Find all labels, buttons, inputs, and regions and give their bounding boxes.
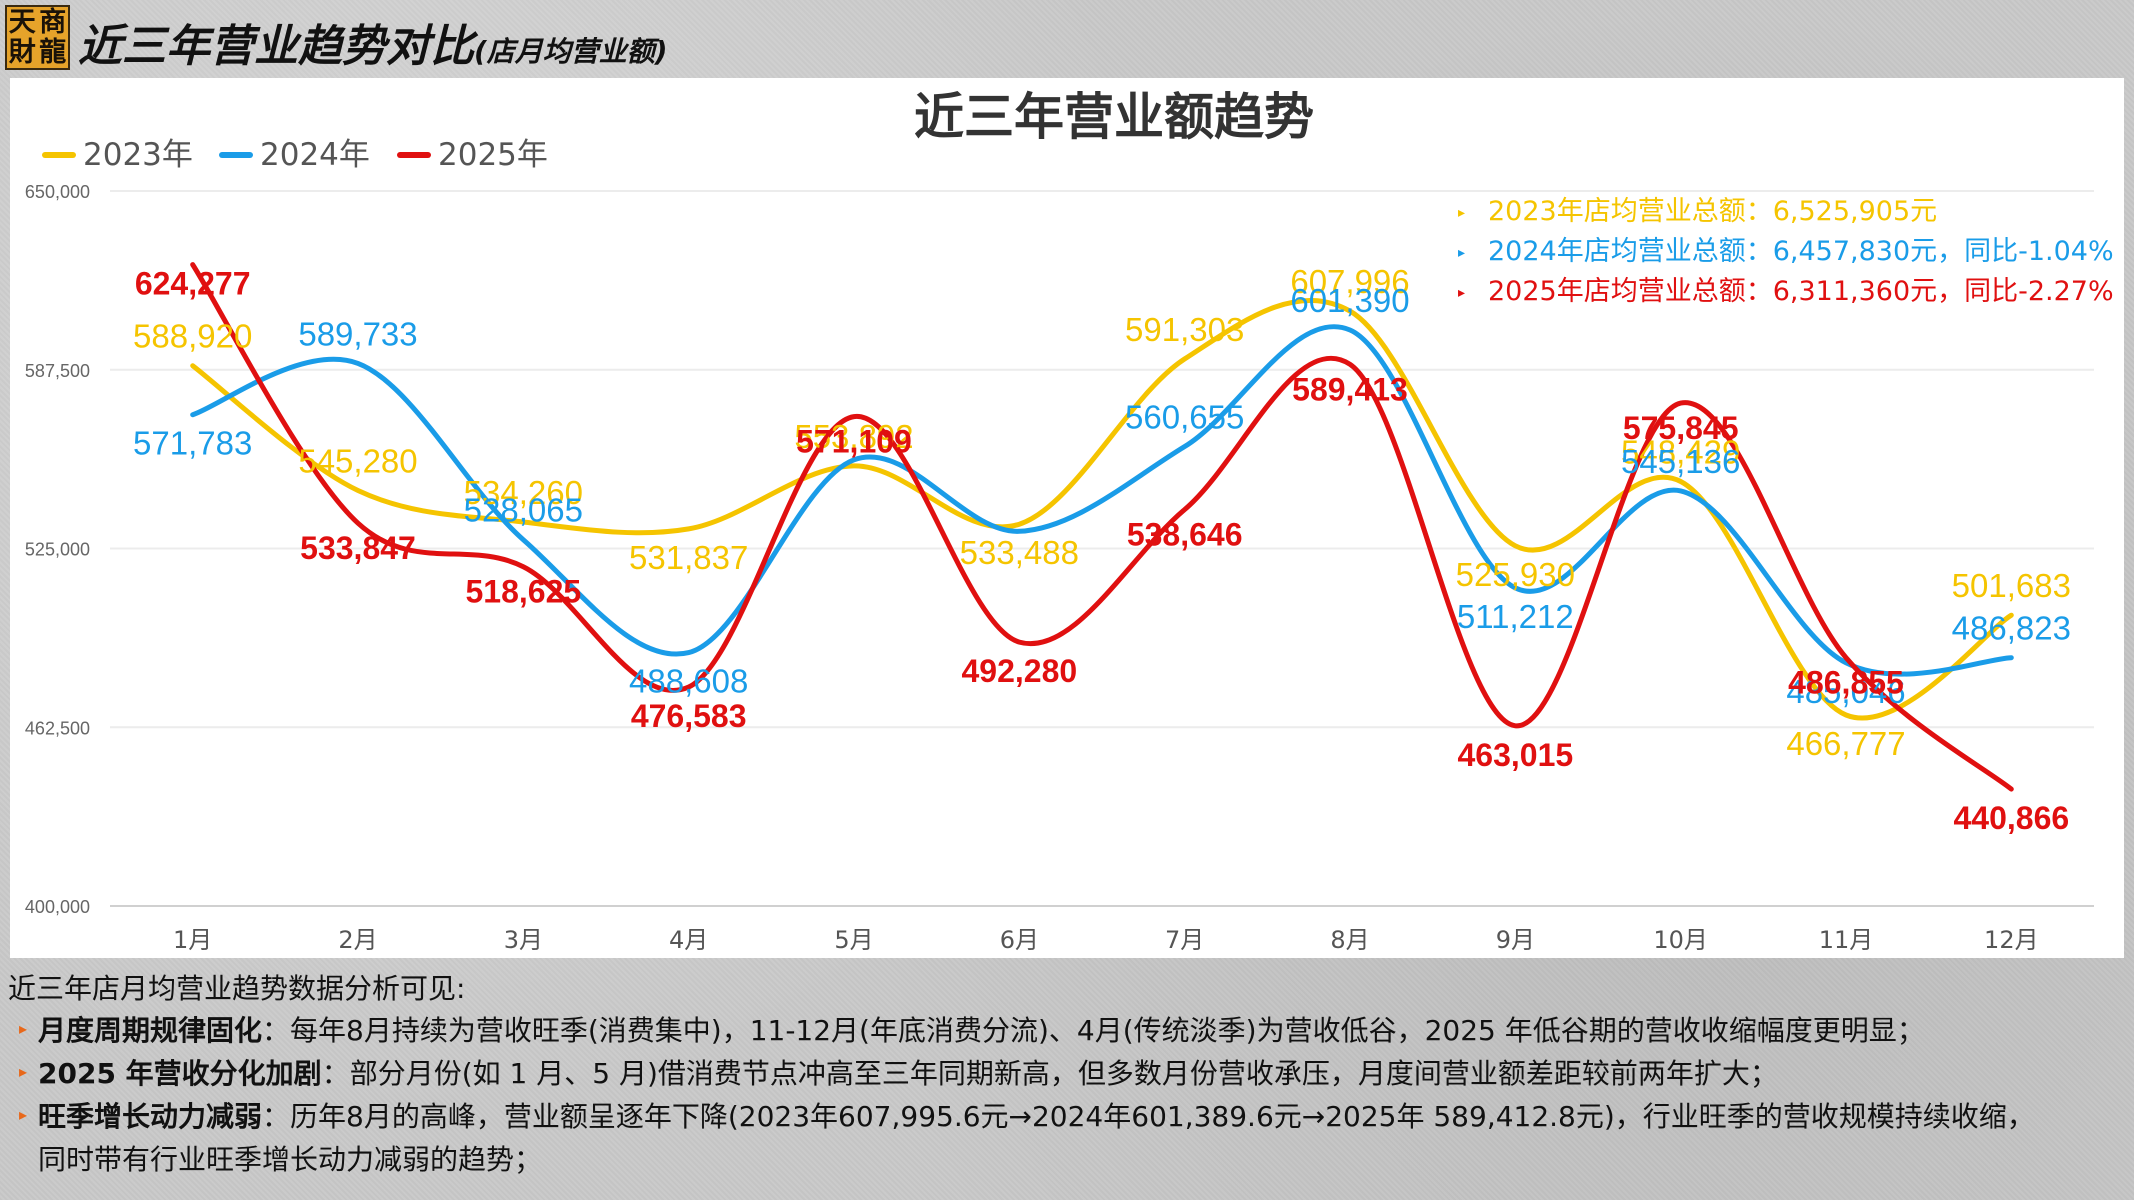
analysis-point-text: 每年8月持续为营收旺季(消费集中)，11-12月(年底消费分流)、4月(传统淡季…: [290, 1014, 1925, 1047]
data-label: 591,303: [1125, 311, 1244, 348]
x-tick-label: 3月: [504, 926, 543, 954]
data-label: 533,847: [300, 530, 416, 566]
analysis-point-text: 历年8月的高峰，营业额呈逐年下降(2023年607,995.6元→2024年60…: [290, 1100, 2035, 1133]
y-tick-label: 650,000: [25, 182, 90, 202]
data-label: 589,413: [1292, 371, 1408, 407]
data-label: 588,920: [133, 318, 252, 355]
data-label: 571,783: [133, 425, 252, 462]
annotation-marker: ▸: [1458, 245, 1465, 261]
data-label: 511,212: [1457, 598, 1574, 635]
logo-char: 財: [8, 37, 36, 69]
analysis-point-text: 部分月份(如 1 月、5 月)借消费节点冲高至三年同期新高，但多数月份营收承压，…: [349, 1057, 1778, 1090]
data-label: 485,046: [1786, 673, 1905, 710]
analysis-point: ▸ 旺季增长动力减弱：历年8月的高峰，营业额呈逐年下降(2023年607,995.…: [8, 1096, 2128, 1139]
x-tick-label: 2月: [338, 926, 377, 954]
series-line: [190, 262, 2014, 792]
page-title: 近三年营业趋势对比(店月均营业额): [78, 10, 668, 74]
analysis-point-sep: ：: [262, 1100, 291, 1133]
logo-char: 龍: [39, 37, 67, 69]
data-label: 528,065: [464, 492, 583, 529]
data-label: 466,777: [1786, 725, 1905, 762]
data-label: 492,280: [961, 653, 1077, 689]
analysis-point-sep: ：: [262, 1014, 291, 1047]
x-tick-label: 10月: [1653, 926, 1708, 954]
x-tick-label: 12月: [1984, 926, 2039, 954]
data-label: 501,683: [1952, 567, 2071, 604]
analysis-section: 近三年店月均营业趋势数据分析可见: ▸ 月度周期规律固化：每年8月持续为营收旺季(…: [8, 968, 2128, 1181]
data-label: 525,930: [1456, 556, 1575, 593]
annotation-marker: ▸: [1458, 205, 1465, 221]
x-tick-label: 4月: [669, 926, 708, 954]
y-tick-label: 400,000: [25, 897, 90, 917]
data-label: 486,823: [1952, 610, 2071, 647]
bullet-icon: ▸: [18, 1062, 28, 1081]
bullet-icon: ▸: [18, 1105, 28, 1124]
chart-title: 近三年营业额趋势: [914, 88, 1314, 146]
data-label: 601,390: [1290, 282, 1409, 319]
x-tick-label: 1月: [173, 926, 212, 954]
data-label: 589,733: [298, 315, 417, 352]
x-tick-label: 7月: [1165, 926, 1204, 954]
data-label: 476,583: [631, 698, 747, 734]
chart-panel: 400,000 462,500 525,000 587,500 650,000 1月 2月 3…: [10, 78, 2124, 958]
data-label: 488,608: [629, 663, 748, 700]
analysis-point-title: 月度周期规律固化: [38, 1014, 263, 1047]
annotation-text: 2025年店均营业总额：6,311,360元，同比-2.27%: [1488, 276, 2114, 307]
data-label: 545,136: [1621, 443, 1740, 480]
data-label: 548,429: [1621, 433, 1740, 470]
analysis-point-title: 2025 年营收分化加剧: [38, 1057, 322, 1090]
analysis-intro: 近三年店月均营业趋势数据分析可见:: [8, 972, 466, 1005]
x-tick-label: 6月: [1000, 926, 1039, 954]
data-label: 463,015: [1457, 737, 1573, 773]
y-tick-label: 525,000: [25, 540, 90, 560]
data-label: 533,488: [960, 534, 1079, 571]
series-line: [190, 298, 2014, 721]
bullet-icon: ▸: [18, 1019, 28, 1038]
data-label: 531,837: [629, 539, 748, 576]
logo-char: 天: [8, 6, 36, 38]
page-title-text: 近三年营业趋势对比: [78, 21, 474, 72]
series-line: [190, 324, 2014, 677]
data-label: 560,655: [1125, 399, 1244, 436]
data-label: 607,996: [1290, 263, 1409, 300]
data-label: 545,280: [298, 442, 417, 479]
y-tick-label: 462,500: [25, 718, 90, 738]
logo-char: 商: [39, 6, 67, 38]
annotation-text: 2023年店均营业总额：6,525,905元: [1488, 196, 1937, 227]
x-tick-label: 9月: [1496, 926, 1535, 954]
data-label: 624,277: [135, 266, 251, 302]
analysis-point: ▸ 2025 年营收分化加剧：部分月份(如 1 月、5 月)借消费节点冲高至三年同…: [8, 1053, 2128, 1096]
legend-label: 2025年: [438, 137, 548, 173]
analysis-point: ▸ 月度周期规律固化：每年8月持续为营收旺季(消费集中)，11-12月(年底消费分…: [8, 1010, 2128, 1053]
annotation-marker: ▸: [1458, 285, 1465, 301]
data-label: 571,109: [796, 424, 912, 460]
data-label: 440,866: [1953, 800, 2069, 836]
analysis-point-title: 旺季增长动力减弱: [38, 1100, 263, 1133]
data-label: 575,845: [1623, 410, 1739, 446]
legend-label: 2023年: [83, 137, 193, 173]
data-label: 486,855: [1788, 665, 1904, 701]
data-label: 534,260: [464, 474, 583, 511]
analysis-point-continued: 同时带有行业旺季增长动力减弱的趋势；: [38, 1143, 543, 1176]
line-chart: 400,000 462,500 525,000 587,500 650,000 1月 2月 3…: [25, 88, 2114, 954]
legend-label: 2024年: [260, 137, 370, 173]
annotation-text: 2024年店均营业总额：6,457,830元，同比-1.04%: [1488, 236, 2114, 267]
data-label: 538,646: [1127, 516, 1243, 552]
page-subtitle: (店月均营业额): [474, 35, 668, 68]
data-label: 518,625: [465, 574, 581, 610]
analysis-point-sep: ：: [321, 1057, 350, 1090]
x-tick-label: 5月: [834, 926, 873, 954]
data-label: 553,892: [794, 418, 913, 455]
x-tick-label: 8月: [1330, 926, 1369, 954]
y-tick-label: 587,500: [25, 361, 90, 381]
brand-logo: 天 商 財 龍: [5, 5, 70, 70]
x-tick-label: 11月: [1819, 926, 1874, 954]
